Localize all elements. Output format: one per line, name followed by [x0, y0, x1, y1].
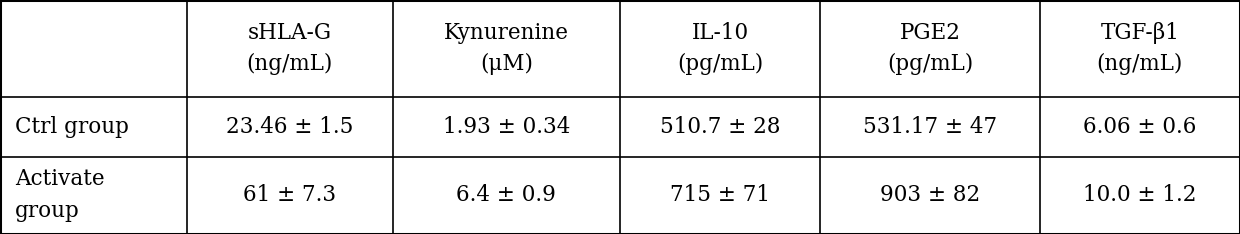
Text: Kynurenine
(μM): Kynurenine (μM): [444, 22, 569, 75]
Text: 715 ± 71: 715 ± 71: [670, 184, 770, 206]
Text: 6.06 ± 0.6: 6.06 ± 0.6: [1083, 116, 1197, 138]
Text: 1.93 ± 0.34: 1.93 ± 0.34: [443, 116, 570, 138]
Text: Activate
group: Activate group: [15, 168, 104, 223]
Text: PGE2
(pg/mL): PGE2 (pg/mL): [887, 22, 973, 75]
Text: Ctrl group: Ctrl group: [15, 116, 129, 138]
Text: 510.7 ± 28: 510.7 ± 28: [660, 116, 780, 138]
Text: 903 ± 82: 903 ± 82: [880, 184, 980, 206]
Text: 6.4 ± 0.9: 6.4 ± 0.9: [456, 184, 557, 206]
Text: IL-10
(pg/mL): IL-10 (pg/mL): [677, 22, 764, 75]
Text: 531.17 ± 47: 531.17 ± 47: [863, 116, 997, 138]
Text: 23.46 ± 1.5: 23.46 ± 1.5: [226, 116, 353, 138]
Text: 10.0 ± 1.2: 10.0 ± 1.2: [1083, 184, 1197, 206]
Text: sHLA-G
(ng/mL): sHLA-G (ng/mL): [247, 22, 332, 75]
Text: 61 ± 7.3: 61 ± 7.3: [243, 184, 336, 206]
Text: TGF-β1
(ng/mL): TGF-β1 (ng/mL): [1096, 22, 1183, 75]
